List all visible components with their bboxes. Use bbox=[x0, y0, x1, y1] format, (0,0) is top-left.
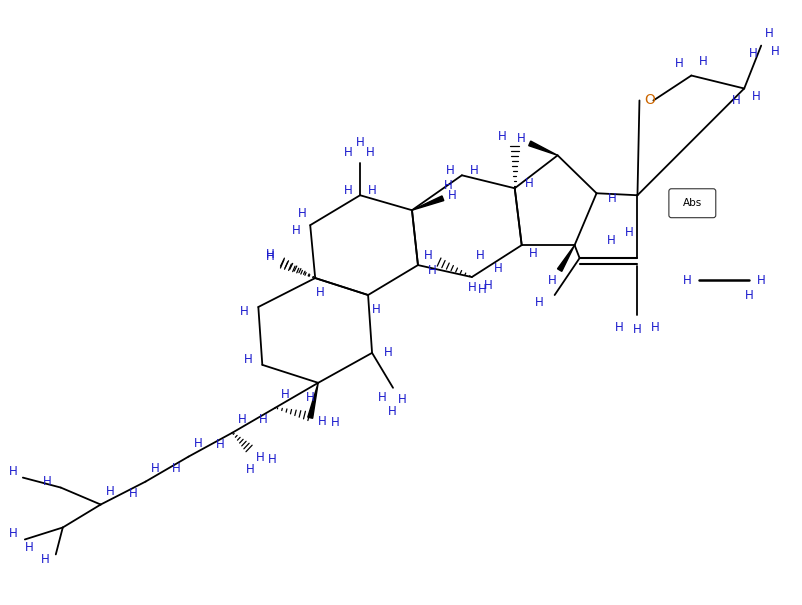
Text: H: H bbox=[493, 261, 502, 275]
Text: H: H bbox=[497, 130, 506, 143]
Text: H: H bbox=[651, 321, 660, 335]
Text: H: H bbox=[318, 415, 326, 428]
Text: H: H bbox=[607, 234, 616, 247]
Text: H: H bbox=[615, 321, 624, 335]
Text: H: H bbox=[476, 249, 484, 261]
Text: H: H bbox=[344, 184, 353, 197]
Text: H: H bbox=[699, 55, 707, 68]
Text: H: H bbox=[316, 286, 325, 298]
Text: H: H bbox=[344, 146, 353, 159]
Text: H: H bbox=[9, 527, 18, 540]
Text: H: H bbox=[356, 136, 364, 149]
Text: H: H bbox=[448, 189, 456, 201]
Text: H: H bbox=[256, 451, 265, 464]
Text: H: H bbox=[468, 281, 476, 293]
Text: H: H bbox=[266, 247, 274, 261]
Text: H: H bbox=[751, 90, 760, 103]
Text: H: H bbox=[371, 304, 380, 316]
FancyBboxPatch shape bbox=[669, 189, 715, 218]
Text: H: H bbox=[675, 57, 684, 70]
Text: H: H bbox=[383, 347, 392, 359]
Text: H: H bbox=[608, 192, 617, 204]
Text: H: H bbox=[259, 413, 268, 427]
Text: H: H bbox=[444, 178, 452, 192]
Text: H: H bbox=[268, 453, 277, 466]
Text: H: H bbox=[625, 226, 634, 238]
Text: H: H bbox=[732, 94, 740, 107]
Text: H: H bbox=[745, 289, 754, 301]
Text: H: H bbox=[771, 45, 780, 58]
Text: H: H bbox=[266, 250, 274, 263]
Text: H: H bbox=[292, 224, 301, 237]
Text: H: H bbox=[765, 27, 773, 40]
Text: H: H bbox=[107, 485, 115, 498]
Text: H: H bbox=[366, 146, 375, 159]
Text: H: H bbox=[306, 391, 314, 404]
Text: H: H bbox=[40, 553, 49, 566]
Text: H: H bbox=[330, 416, 339, 429]
Text: H: H bbox=[387, 405, 396, 418]
Text: H: H bbox=[398, 393, 407, 407]
Text: H: H bbox=[367, 184, 376, 197]
Text: H: H bbox=[378, 391, 387, 404]
Text: H: H bbox=[477, 283, 486, 295]
Text: H: H bbox=[216, 438, 225, 451]
Text: H: H bbox=[152, 462, 160, 475]
Text: H: H bbox=[549, 273, 557, 287]
Text: H: H bbox=[238, 413, 247, 427]
Text: H: H bbox=[240, 306, 249, 318]
Text: H: H bbox=[281, 388, 290, 401]
Text: O: O bbox=[644, 93, 655, 108]
Text: H: H bbox=[244, 353, 253, 367]
Polygon shape bbox=[412, 196, 444, 210]
Text: H: H bbox=[633, 324, 642, 336]
Polygon shape bbox=[308, 383, 318, 418]
Polygon shape bbox=[557, 245, 574, 272]
Text: H: H bbox=[423, 249, 432, 261]
Text: H: H bbox=[749, 47, 758, 60]
Text: H: H bbox=[427, 264, 436, 276]
Text: H: H bbox=[529, 247, 538, 260]
Text: H: H bbox=[43, 475, 51, 488]
Text: H: H bbox=[484, 278, 492, 292]
Text: H: H bbox=[535, 296, 544, 310]
Text: H: H bbox=[298, 207, 306, 220]
Text: H: H bbox=[446, 164, 454, 177]
Polygon shape bbox=[529, 141, 557, 155]
Text: H: H bbox=[525, 177, 534, 190]
Text: H: H bbox=[517, 132, 526, 145]
Text: H: H bbox=[129, 487, 138, 500]
Text: H: H bbox=[469, 164, 478, 177]
Text: Abs: Abs bbox=[683, 198, 702, 208]
Text: H: H bbox=[172, 462, 181, 475]
Text: H: H bbox=[194, 437, 203, 450]
Text: H: H bbox=[25, 541, 33, 554]
Text: H: H bbox=[683, 273, 691, 287]
Text: H: H bbox=[757, 273, 766, 287]
Text: H: H bbox=[9, 465, 18, 478]
Text: H: H bbox=[246, 463, 255, 476]
